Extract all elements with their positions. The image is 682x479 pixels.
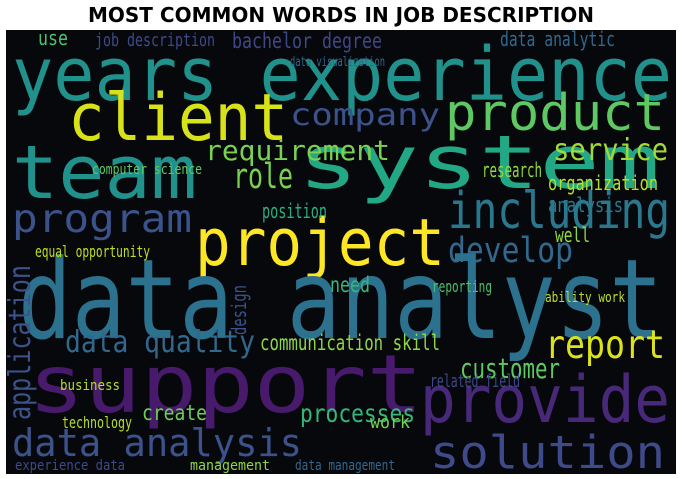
word: data analyst xyxy=(18,237,663,365)
word: role xyxy=(233,157,293,197)
word: technology xyxy=(62,414,132,432)
word: support xyxy=(28,337,423,431)
word: reporting xyxy=(432,278,492,296)
word: job description xyxy=(95,30,215,51)
word: management xyxy=(190,458,270,474)
word: program xyxy=(12,196,192,242)
word: data quality xyxy=(65,325,255,360)
word: data management xyxy=(295,458,395,474)
word: processes xyxy=(300,399,415,428)
word: business xyxy=(60,378,120,394)
word: solution xyxy=(430,426,665,479)
chart-title: MOST COMMON WORDS IN JOB DESCRIPTION xyxy=(88,3,594,27)
word: including xyxy=(448,181,670,240)
word: years experience xyxy=(12,31,672,118)
word: organization xyxy=(548,171,658,195)
word: report xyxy=(545,322,665,368)
word: bachelor degree xyxy=(232,29,382,54)
word: customer xyxy=(460,352,560,385)
word: service xyxy=(553,133,668,168)
word: experience data xyxy=(15,458,125,474)
word: create xyxy=(142,401,207,426)
word: use xyxy=(38,26,68,50)
word: well xyxy=(555,223,590,247)
word: project xyxy=(195,206,445,281)
word: equal opportunity xyxy=(35,243,150,261)
word: design xyxy=(227,285,251,335)
word: related field xyxy=(430,371,520,392)
word: client xyxy=(68,81,288,156)
word: data analysis xyxy=(12,421,302,466)
word: research xyxy=(482,158,542,182)
word: computer science xyxy=(92,162,202,178)
word: product xyxy=(445,83,665,142)
cloud-background xyxy=(6,30,676,474)
word: application xyxy=(3,265,38,420)
word: data visualization xyxy=(290,55,385,70)
word: system xyxy=(298,119,660,206)
word: analysis xyxy=(548,193,623,217)
word: position xyxy=(262,199,327,223)
word: work xyxy=(370,412,410,433)
word: provide xyxy=(420,363,670,438)
word: ability work xyxy=(545,290,625,306)
word: develop xyxy=(448,231,573,271)
word: communication skill xyxy=(260,331,440,356)
word: requirement xyxy=(205,134,390,167)
word: company xyxy=(290,98,440,133)
word: need xyxy=(330,273,370,298)
word: team xyxy=(12,129,197,216)
word: data analytic xyxy=(500,27,615,51)
